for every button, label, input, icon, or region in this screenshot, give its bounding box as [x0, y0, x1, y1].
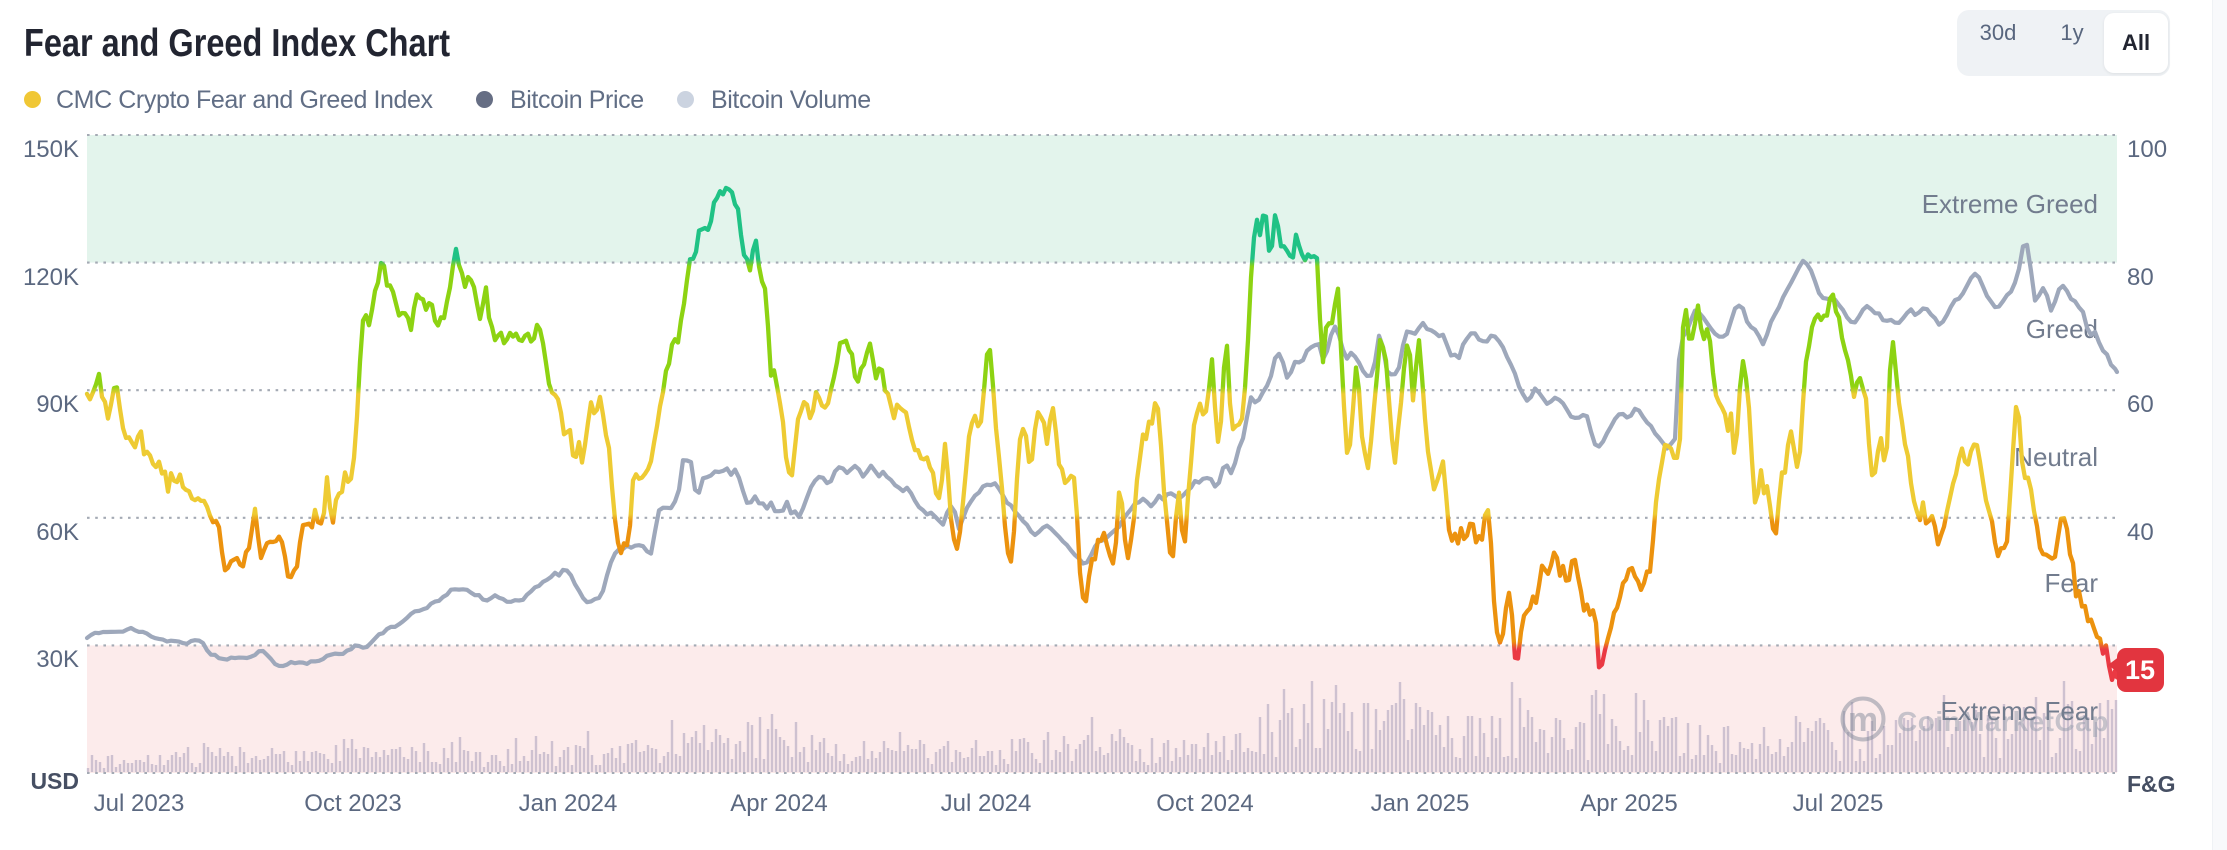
svg-text:Extreme Greed: Extreme Greed	[1922, 189, 2098, 219]
svg-text:120K: 120K	[23, 264, 79, 291]
svg-text:15: 15	[2125, 655, 2155, 685]
svg-text:F&G: F&G	[2127, 771, 2176, 797]
svg-text:Apr 2025: Apr 2025	[1580, 790, 1677, 817]
svg-text:90K: 90K	[36, 391, 79, 418]
svg-text:USD: USD	[30, 768, 79, 794]
svg-text:CoinMarketCap: CoinMarketCap	[1897, 706, 2109, 737]
svg-text:Jan 2024: Jan 2024	[519, 790, 618, 817]
svg-text:80: 80	[2127, 264, 2154, 291]
svg-text:Jul 2023: Jul 2023	[94, 790, 185, 817]
svg-text:Jan 2025: Jan 2025	[1371, 790, 1470, 817]
svg-text:Extreme Fear: Extreme Fear	[1941, 696, 2099, 726]
svg-text:30K: 30K	[36, 646, 79, 673]
svg-text:Oct 2024: Oct 2024	[1156, 790, 1253, 817]
svg-text:Jul 2024: Jul 2024	[941, 790, 1032, 817]
svg-text:Fear: Fear	[2045, 568, 2099, 598]
svg-text:60K: 60K	[36, 519, 79, 546]
svg-text:Apr 2024: Apr 2024	[730, 790, 827, 817]
svg-text:100: 100	[2127, 136, 2167, 163]
svg-text:150K: 150K	[23, 136, 79, 163]
svg-text:60: 60	[2127, 391, 2154, 418]
svg-text:40: 40	[2127, 519, 2154, 546]
svg-text:Jul 2025: Jul 2025	[1793, 790, 1884, 817]
svg-text:Neutral: Neutral	[2014, 442, 2098, 472]
svg-text:m: m	[1848, 701, 1878, 739]
svg-text:Oct 2023: Oct 2023	[304, 790, 401, 817]
